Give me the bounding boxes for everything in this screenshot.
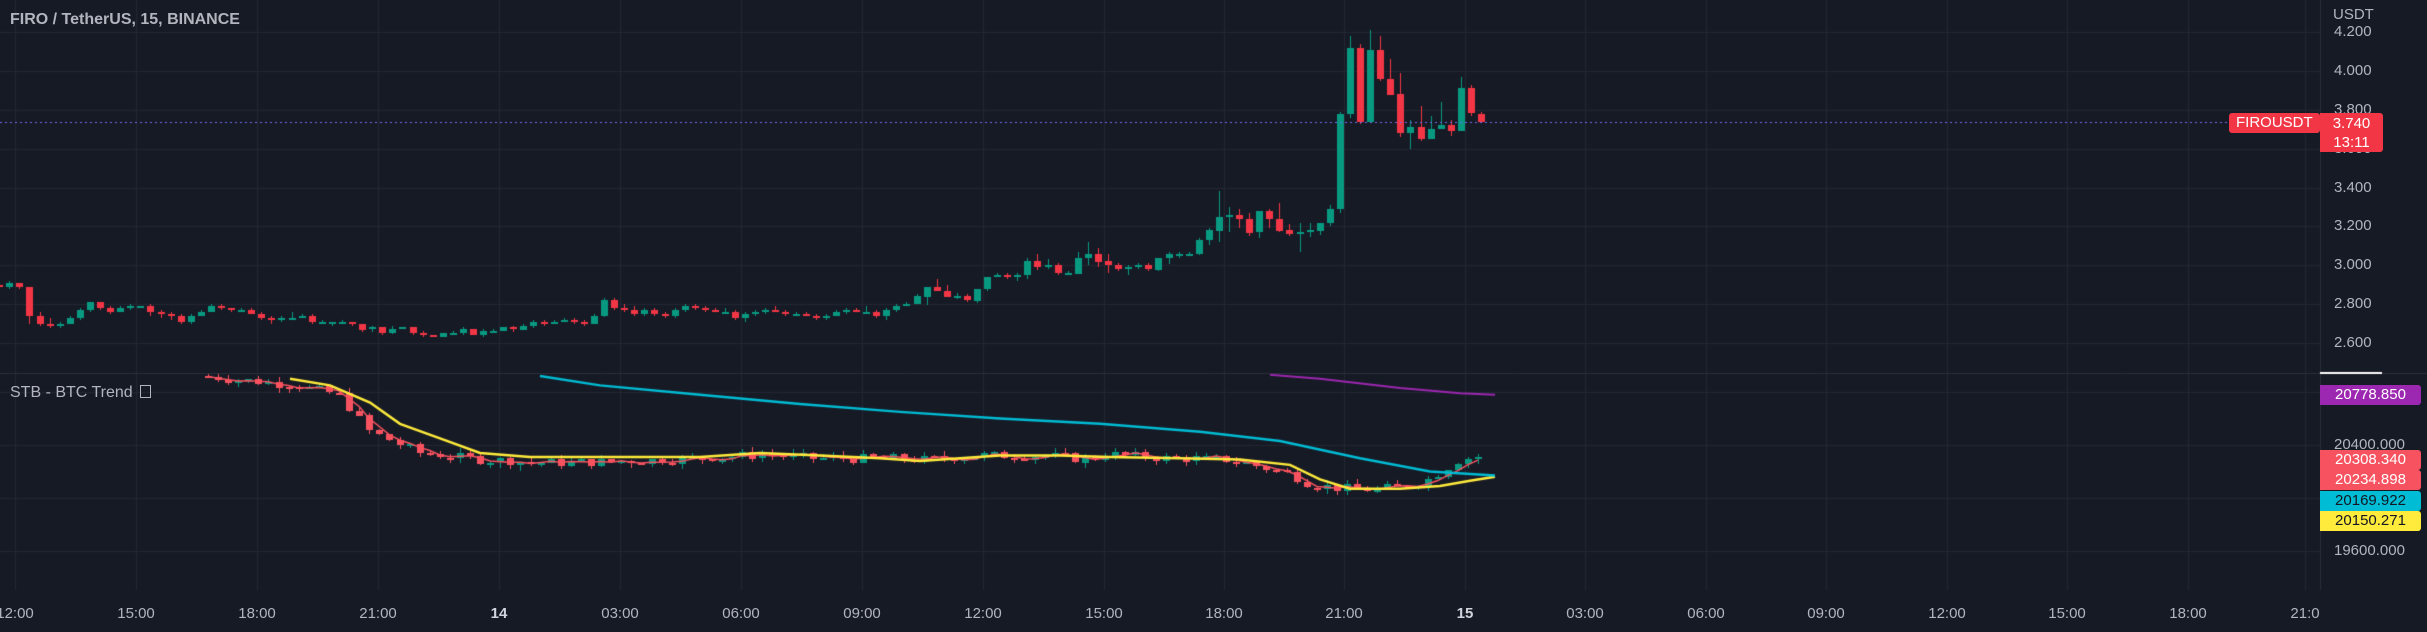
price-tick: 3.000 [2334,256,2372,274]
time-tick: 14 [490,605,508,622]
price-tick: 4.000 [2334,62,2372,79]
indicator-value-badge: 20234.898 [2320,470,2421,490]
time-tick: 18:00 [1205,605,1243,622]
indicator-title: STB - BTC Trend [10,384,152,402]
indicator-title-label: STB - BTC Trend [10,384,133,401]
price-tick: 2.800 [2334,295,2372,313]
symbol-price-badge: FIROUSDT [2229,113,2320,133]
time-tick: 03:00 [1566,605,1604,622]
time-tick: 12:00 [0,605,34,622]
time-tick: 18:00 [238,605,276,622]
current-price-badge: 3.740 13:11 [2320,113,2383,152]
time-tick: 09:00 [843,605,881,622]
price-tick: 3.400 [2334,178,2372,196]
time-tick: 12:00 [1928,605,1966,622]
bar-countdown: 13:11 [2333,134,2370,151]
time-tick: 12:00 [964,605,1002,622]
time-tick: 15:00 [1085,605,1123,622]
time-tick: 06:00 [722,605,760,622]
indicator-tick: 19600.000 [2334,542,2405,559]
price-axis-unit[interactable]: USDT [2333,6,2374,23]
indicator-value-badge: 20308.340 [2320,450,2421,470]
time-tick: 21:00 [1325,605,1363,622]
indicator-value-badge: 20778.850 [2320,385,2421,405]
time-tick: 21:0 [2290,605,2320,622]
indicator-tick: 20400.000 [2334,436,2405,453]
price-tick: 2.600 [2334,334,2372,352]
time-tick: 06:00 [1687,605,1725,622]
time-tick: 15:00 [117,605,155,622]
current-price-value: 3.740 [2332,115,2371,132]
time-tick: 15 [1456,605,1474,622]
info-box-icon[interactable] [140,385,152,398]
time-tick: 03:00 [601,605,639,622]
price-tick: 4.200 [2334,23,2372,41]
chart-title: FIRO / TetherUS, 15, BINANCE [10,11,240,28]
indicator-value-badge: 20150.271 [2320,511,2421,531]
time-tick: 21:00 [359,605,397,622]
time-tick: 18:00 [2169,605,2207,622]
indicator-value-badge: 20169.922 [2320,491,2421,511]
time-tick: 09:00 [1807,605,1845,622]
price-tick: 3.200 [2334,217,2372,235]
time-tick: 15:00 [2048,605,2086,622]
